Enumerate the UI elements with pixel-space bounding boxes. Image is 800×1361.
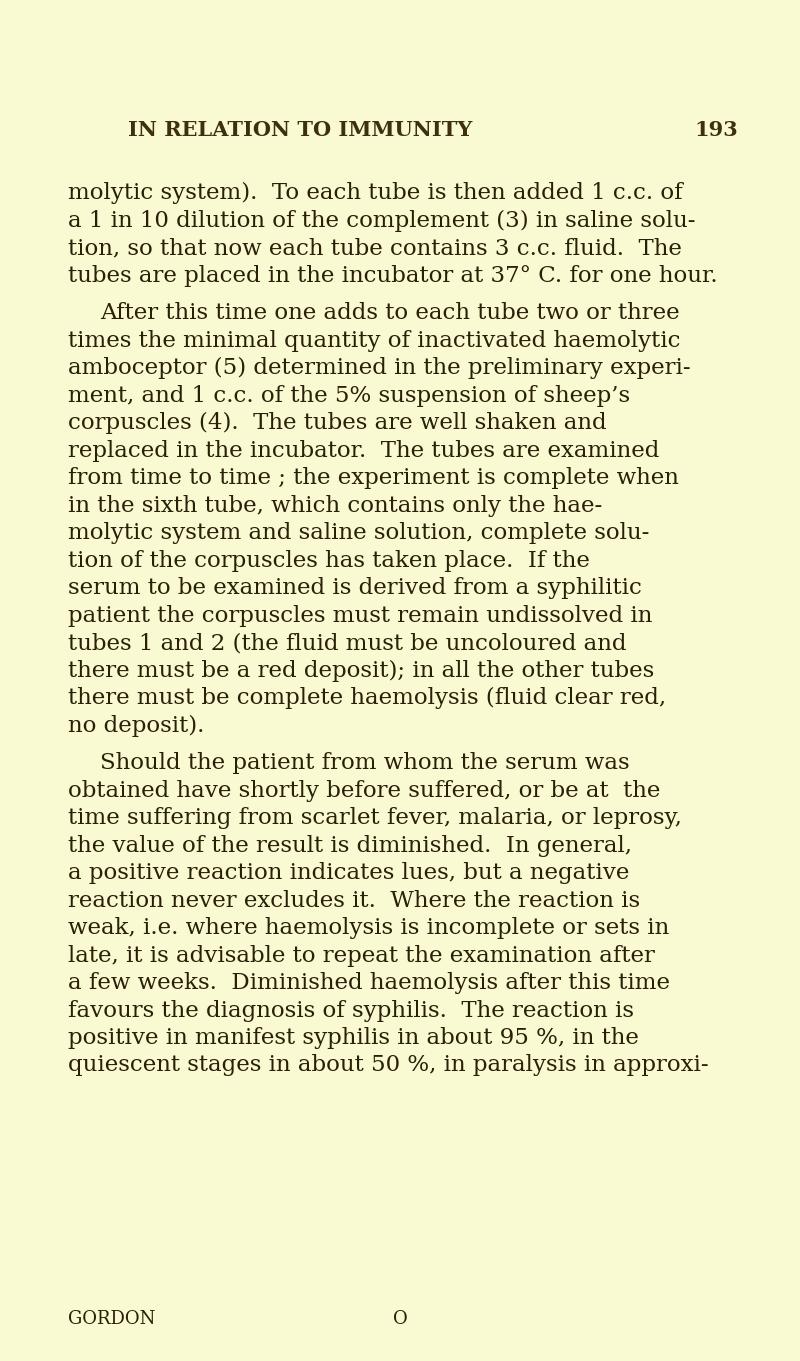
Text: GORDON: GORDON [68, 1311, 155, 1328]
Text: time suffering from scarlet fever, malaria, or leprosy,: time suffering from scarlet fever, malar… [68, 807, 682, 829]
Text: Should the patient from whom the serum was: Should the patient from whom the serum w… [100, 753, 630, 774]
Text: there must be a red deposit); in all the other tubes: there must be a red deposit); in all the… [68, 660, 654, 682]
Text: a 1 in 10 dilution of the complement (3) in saline solu-: a 1 in 10 dilution of the complement (3)… [68, 210, 695, 231]
Text: replaced in the incubator.  The tubes are examined: replaced in the incubator. The tubes are… [68, 440, 659, 461]
Text: favours the diagnosis of syphilis.  The reaction is: favours the diagnosis of syphilis. The r… [68, 999, 634, 1022]
Text: O: O [393, 1311, 407, 1328]
Text: molytic system).  To each tube is then added 1 c.c. of: molytic system). To each tube is then ad… [68, 182, 682, 204]
Text: tion, so that now each tube contains 3 c.c. fluid.  The: tion, so that now each tube contains 3 c… [68, 237, 682, 259]
Text: tubes 1 and 2 (the fluid must be uncoloured and: tubes 1 and 2 (the fluid must be uncolou… [68, 632, 626, 655]
Text: patient the corpuscles must remain undissolved in: patient the corpuscles must remain undis… [68, 604, 652, 626]
Text: times the minimal quantity of inactivated haemolytic: times the minimal quantity of inactivate… [68, 329, 681, 351]
Text: ment, and 1 c.c. of the 5% suspension of sheep’s: ment, and 1 c.c. of the 5% suspension of… [68, 385, 630, 407]
Text: the value of the result is diminished.  In general,: the value of the result is diminished. I… [68, 834, 632, 856]
Text: from time to time ; the experiment is complete when: from time to time ; the experiment is co… [68, 467, 679, 489]
Text: a positive reaction indicates lues, but a negative: a positive reaction indicates lues, but … [68, 862, 630, 885]
Text: late, it is advisable to repeat the examination after: late, it is advisable to repeat the exam… [68, 945, 655, 966]
Text: no deposit).: no deposit). [68, 715, 204, 736]
Text: molytic system and saline solution, complete solu-: molytic system and saline solution, comp… [68, 523, 650, 544]
Text: 193: 193 [694, 120, 738, 140]
Text: quiescent stages in about 50 %, in paralysis in approxi-: quiescent stages in about 50 %, in paral… [68, 1055, 709, 1077]
Text: tion of the corpuscles has taken place.  If the: tion of the corpuscles has taken place. … [68, 550, 590, 572]
Text: weak, i.e. where haemolysis is incomplete or sets in: weak, i.e. where haemolysis is incomplet… [68, 917, 670, 939]
Text: a few weeks.  Diminished haemolysis after this time: a few weeks. Diminished haemolysis after… [68, 972, 670, 994]
Text: positive in manifest syphilis in about 95 %, in the: positive in manifest syphilis in about 9… [68, 1028, 639, 1049]
Text: After this time one adds to each tube two or three: After this time one adds to each tube tw… [100, 302, 680, 324]
Text: serum to be examined is derived from a syphilitic: serum to be examined is derived from a s… [68, 577, 642, 599]
Text: reaction never excludes it.  Where the reaction is: reaction never excludes it. Where the re… [68, 890, 640, 912]
Text: there must be complete haemolysis (fluid clear red,: there must be complete haemolysis (fluid… [68, 687, 666, 709]
Text: obtained have shortly before suffered, or be at  the: obtained have shortly before suffered, o… [68, 780, 660, 802]
Text: IN RELATION TO IMMUNITY: IN RELATION TO IMMUNITY [128, 120, 472, 140]
Text: corpuscles (4).  The tubes are well shaken and: corpuscles (4). The tubes are well shake… [68, 412, 606, 434]
Text: in the sixth tube, which contains only the hae-: in the sixth tube, which contains only t… [68, 494, 602, 517]
Text: amboceptor (5) determined in the preliminary experi-: amboceptor (5) determined in the prelimi… [68, 357, 690, 380]
Text: tubes are placed in the incubator at 37° C. for one hour.: tubes are placed in the incubator at 37°… [68, 264, 718, 287]
